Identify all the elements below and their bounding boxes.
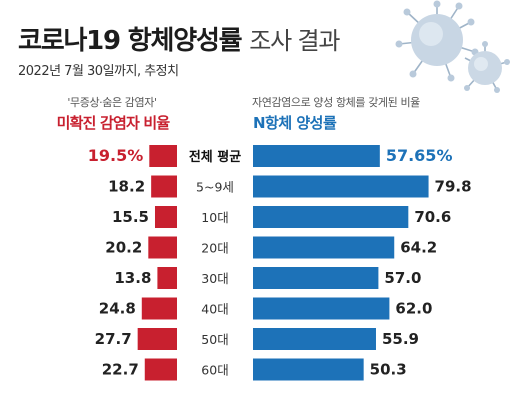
left-value-label: 24.8 [99,300,136,318]
left-value-label: 13.8 [114,269,151,287]
category-label: 전체 평균 [189,149,241,165]
page-title: 코로나19 항체양성률 조사 결과 [18,20,340,57]
left-bar [137,328,177,350]
category-label: 30대 [201,271,228,286]
left-bar [141,297,177,320]
right-bar [253,358,364,381]
left-panel-caption: '무증상·숨은 감염자' [67,96,157,109]
left-value-label: 18.2 [108,178,145,196]
left-value-label: 27.7 [95,330,132,348]
right-bar [253,145,380,167]
right-bar [253,297,390,320]
right-value-label: 70.6 [414,208,451,226]
category-label: 20대 [201,241,228,256]
right-bar [253,267,379,289]
left-bar [157,267,177,289]
right-panel-heading: N항체 양성률 [253,114,337,132]
left-bar [151,175,177,198]
left-bar [154,206,177,228]
title-bold: 코로나19 항체양성률 [18,26,243,56]
category-label: 50대 [201,332,228,347]
left-bar [149,145,177,167]
left-value-label: 15.5 [112,208,149,226]
virus-icon [395,0,510,93]
right-bar [253,206,409,228]
right-bar [253,175,429,198]
left-value-label: 22.7 [102,361,139,379]
right-bar [253,328,376,350]
title-light: 조사 결과 [249,27,340,55]
right-value-label: 57.0 [384,269,421,287]
right-value-label: 79.8 [435,178,472,196]
category-label: 5~9세 [196,180,234,195]
page-subtitle: 2022년 7월 30일까지, 추정치 [18,64,179,79]
left-value-label: 20.2 [105,239,142,257]
left-panel-heading: 미확진 감염자 비율 [56,114,171,132]
left-value-label: 19.5% [88,146,144,165]
right-value-label: 64.2 [400,239,437,257]
right-panel-caption: 자연감염으로 양성 항체를 갖게된 비율 [252,96,420,109]
right-value-label: 62.0 [395,300,432,318]
left-bar [144,358,177,381]
right-value-label: 50.3 [370,361,407,379]
category-label: 10대 [201,210,228,225]
right-value-label: 57.65% [386,146,453,165]
right-value-label: 55.9 [382,330,419,348]
right-bar [253,236,395,259]
category-label: 40대 [201,302,228,317]
category-label: 60대 [201,363,228,378]
left-bar [148,236,177,259]
